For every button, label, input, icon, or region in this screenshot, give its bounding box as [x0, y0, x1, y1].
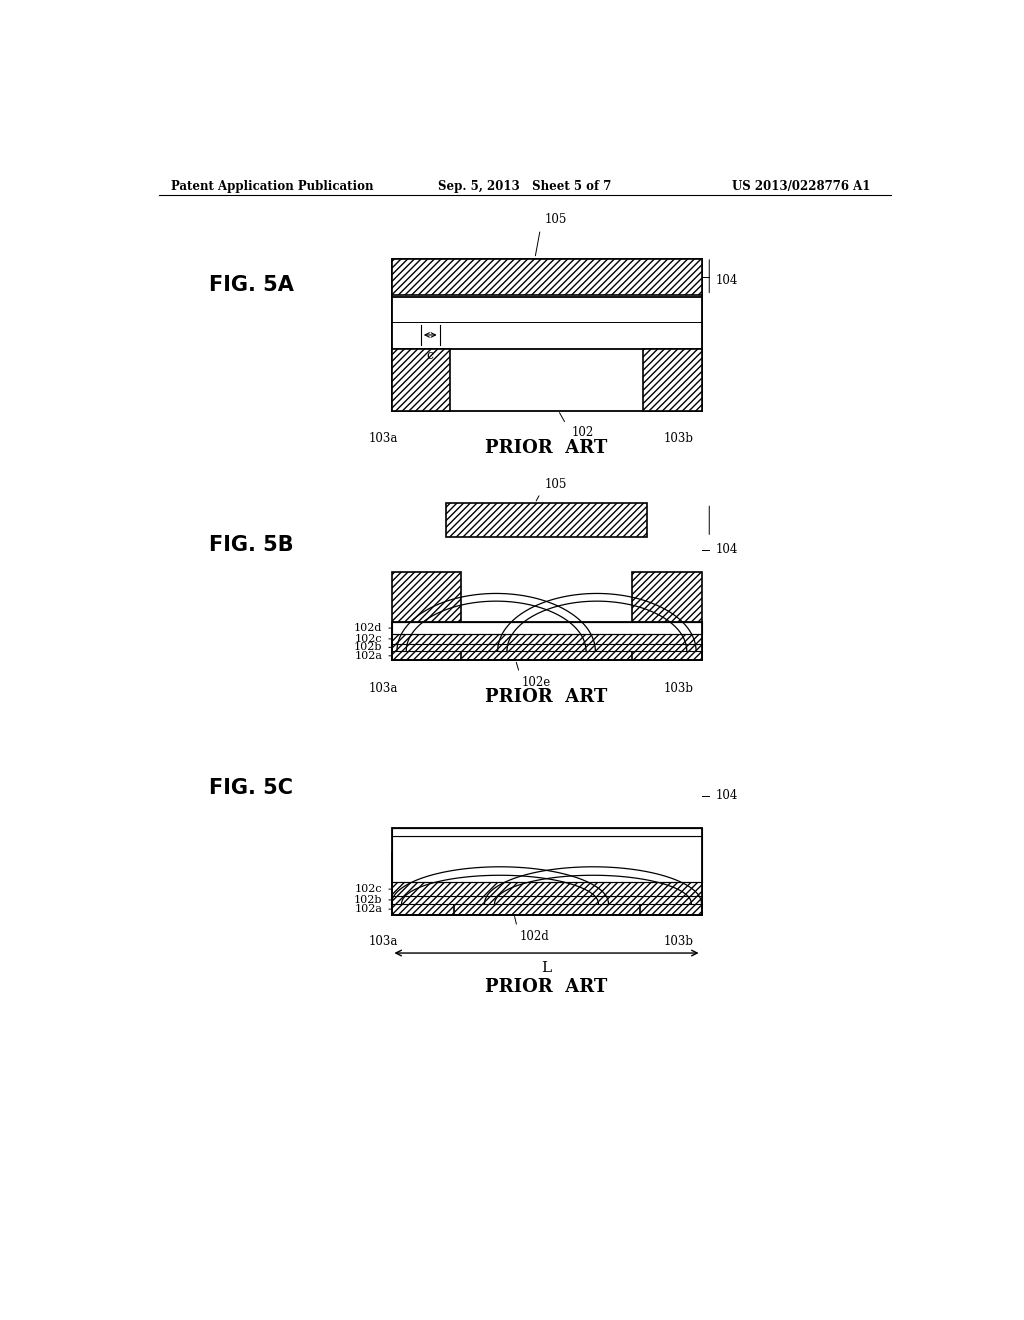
- Text: FIG. 5C: FIG. 5C: [209, 779, 293, 799]
- Text: 103b: 103b: [664, 432, 693, 445]
- Text: 104: 104: [716, 273, 738, 286]
- Bar: [391, 836, 701, 882]
- Text: 102e: 102e: [521, 676, 551, 689]
- Bar: [632, 572, 701, 660]
- Text: PRIOR  ART: PRIOR ART: [485, 688, 607, 706]
- Bar: [391, 635, 701, 644]
- Bar: [445, 503, 647, 537]
- Text: US 2013/0228776 A1: US 2013/0228776 A1: [732, 180, 870, 193]
- Bar: [391, 904, 701, 915]
- Text: 102a: 102a: [354, 904, 382, 915]
- Bar: [391, 644, 701, 651]
- Text: FIG. 5A: FIG. 5A: [209, 276, 294, 296]
- Bar: [391, 651, 701, 660]
- Bar: [391, 572, 461, 660]
- Text: 103a: 103a: [369, 432, 398, 445]
- Text: L: L: [542, 961, 552, 974]
- Text: 102b: 102b: [353, 895, 382, 906]
- Text: Sep. 5, 2013   Sheet 5 of 7: Sep. 5, 2013 Sheet 5 of 7: [438, 180, 611, 193]
- Text: 104: 104: [716, 543, 738, 556]
- Bar: [391, 622, 701, 635]
- Text: FIG. 5B: FIG. 5B: [209, 535, 294, 554]
- Text: 102a: 102a: [354, 651, 382, 661]
- Text: 102d: 102d: [354, 623, 382, 634]
- Text: PRIOR  ART: PRIOR ART: [485, 978, 607, 997]
- Text: 103b: 103b: [664, 935, 693, 948]
- Text: 102d: 102d: [519, 929, 549, 942]
- Text: 105: 105: [545, 213, 567, 226]
- Text: 103a: 103a: [369, 682, 398, 696]
- Text: 105: 105: [545, 478, 567, 491]
- Text: 102c: 102c: [354, 884, 382, 894]
- Bar: [391, 350, 450, 411]
- Bar: [391, 882, 701, 896]
- Text: PRIOR  ART: PRIOR ART: [485, 440, 607, 458]
- Text: 102b: 102b: [353, 643, 382, 652]
- Text: c: c: [427, 348, 434, 362]
- Bar: [391, 853, 454, 915]
- Text: Patent Application Publication: Patent Application Publication: [171, 180, 373, 193]
- Bar: [391, 297, 701, 350]
- Bar: [391, 896, 701, 904]
- Text: 102: 102: [571, 425, 594, 438]
- Bar: [391, 622, 701, 660]
- Text: 103a: 103a: [369, 935, 398, 948]
- Bar: [391, 259, 701, 296]
- Bar: [391, 829, 701, 915]
- Bar: [640, 853, 701, 915]
- Text: 102c: 102c: [354, 634, 382, 644]
- Text: 104: 104: [716, 789, 738, 803]
- Text: 103b: 103b: [664, 682, 693, 696]
- Bar: [391, 829, 701, 836]
- Bar: [391, 259, 701, 411]
- Bar: [643, 350, 701, 411]
